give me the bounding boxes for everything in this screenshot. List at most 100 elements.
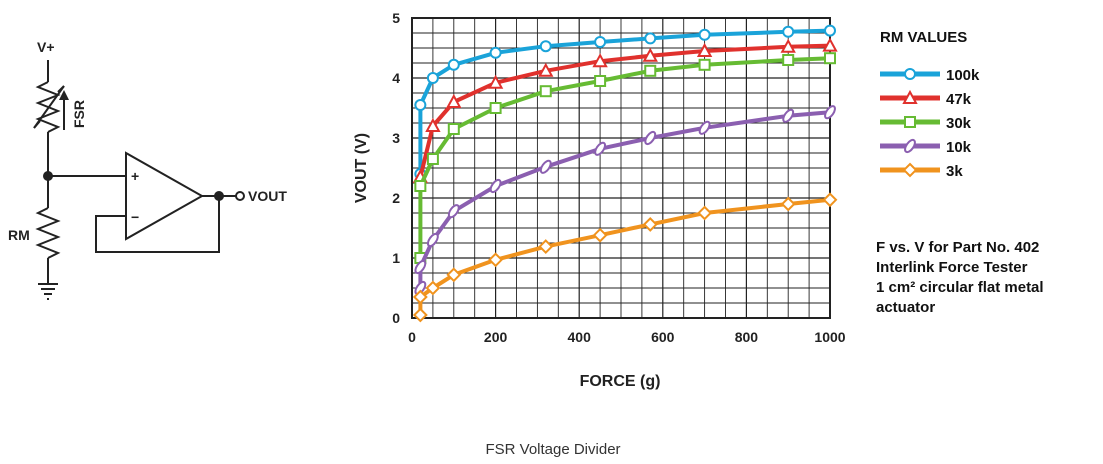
data-point [698,58,711,71]
legend-items: 100k 47k 30k 10k 3k [880,67,980,180]
data-point [698,120,711,135]
data-point [412,307,428,323]
legend-item-47k: 47k [880,89,972,108]
x-axis-title: FORCE (g) [580,373,661,390]
data-point [822,37,838,52]
data-point [489,178,502,194]
data-point [538,62,554,77]
data-point [426,72,439,84]
feedback-wire [95,196,220,253]
data-point [539,85,552,98]
rm-label: RM [8,227,30,243]
data-point [414,259,427,275]
data-point [446,93,462,108]
data-point [447,204,460,219]
legend-label: 3k [946,163,963,180]
y-axis-title: VOUT (V) [353,133,370,203]
legend-item-30k: 30k [880,115,972,132]
x-tick-label: 200 [484,329,508,345]
opamp-triangle [125,151,205,241]
legend-item-3k: 3k [880,162,963,180]
series-10k [414,105,836,296]
data-point [489,46,502,59]
data-point [594,75,607,87]
data-point [446,267,462,283]
y-tick-label: 2 [392,190,400,206]
series-layer [412,24,838,323]
data-point [426,232,439,248]
data-point [592,53,608,68]
x-tick-label: 800 [735,329,759,345]
x-tick-label: 1000 [814,329,845,345]
data-point [824,52,836,65]
data-point [642,47,658,62]
data-point [447,123,460,135]
legend-marker [904,116,916,128]
legend-item-100k: 100k [880,67,980,84]
x-axis-ticks: 0 200 400 600 800 1000 [408,329,846,345]
data-point [538,239,554,255]
data-point [414,180,427,192]
series-30k [414,52,836,264]
legend-marker [904,68,916,80]
plot-frame [411,17,831,319]
chart: 0 200 400 600 800 1000 0 1 2 3 4 5 FORCE (g) VOUT … [353,10,846,390]
output-terminal [235,191,245,201]
data-point [782,54,795,66]
data-point [414,99,427,111]
data-point [426,153,439,165]
legend-marker [902,162,918,178]
y-tick-label: 0 [392,310,400,326]
x-tick-label: 400 [568,329,592,345]
legend: RM VALUES 100k 47k 30k 10k 3k [880,29,980,180]
data-point [824,24,836,37]
data-point [447,58,460,71]
data-point [487,74,504,89]
data-point [592,227,608,243]
note-line-4: actuator [876,299,935,316]
note-line-1: F vs. V for Part No. 402 [876,239,1039,256]
legend-marker [904,138,916,154]
circuit-schematic: V+ FSR RM + − VOUT [8,39,287,300]
note-line-3: 1 cm² circular flat metal [876,279,1044,296]
legend-label: 100k [946,67,980,84]
figure-caption: FSR Voltage Divider [485,441,620,458]
data-point [594,141,607,156]
fsr-force-arrow-head-icon [59,90,69,100]
series-3k [412,192,838,323]
data-point [644,64,657,77]
data-point [425,117,441,132]
x-tick-label: 0 [408,329,416,345]
data-point [697,205,713,221]
data-point [824,105,836,120]
series-100k [414,24,836,180]
fsr-variable-tick [33,85,65,129]
rm-resistor [35,207,61,259]
legend-item-10k: 10k [880,138,972,156]
data-point [780,38,796,53]
data-point [539,159,552,174]
data-point [782,108,795,123]
data-point [644,130,657,146]
fsr-label: FSR [71,100,87,128]
opamp-minus-label: − [131,209,139,225]
y-tick-label: 1 [392,250,400,266]
y-tick-label: 3 [392,130,400,146]
data-point [780,196,796,212]
supply-label: V+ [37,39,55,55]
legend-label: 10k [946,139,972,156]
data-point [698,28,711,41]
y-tick-label: 4 [392,70,400,86]
data-point [822,192,838,208]
series-47k [412,37,838,183]
output-label: VOUT [248,188,287,204]
x-tick-label: 600 [651,329,675,345]
note-line-2: Interlink Force Tester [876,259,1028,276]
data-point [696,42,713,57]
series-line [418,28,832,176]
legend-marker [902,89,918,104]
data-point [412,289,428,305]
chart-note: F vs. V for Part No. 402 Interlink Force… [876,239,1044,316]
legend-label: 47k [946,91,972,108]
